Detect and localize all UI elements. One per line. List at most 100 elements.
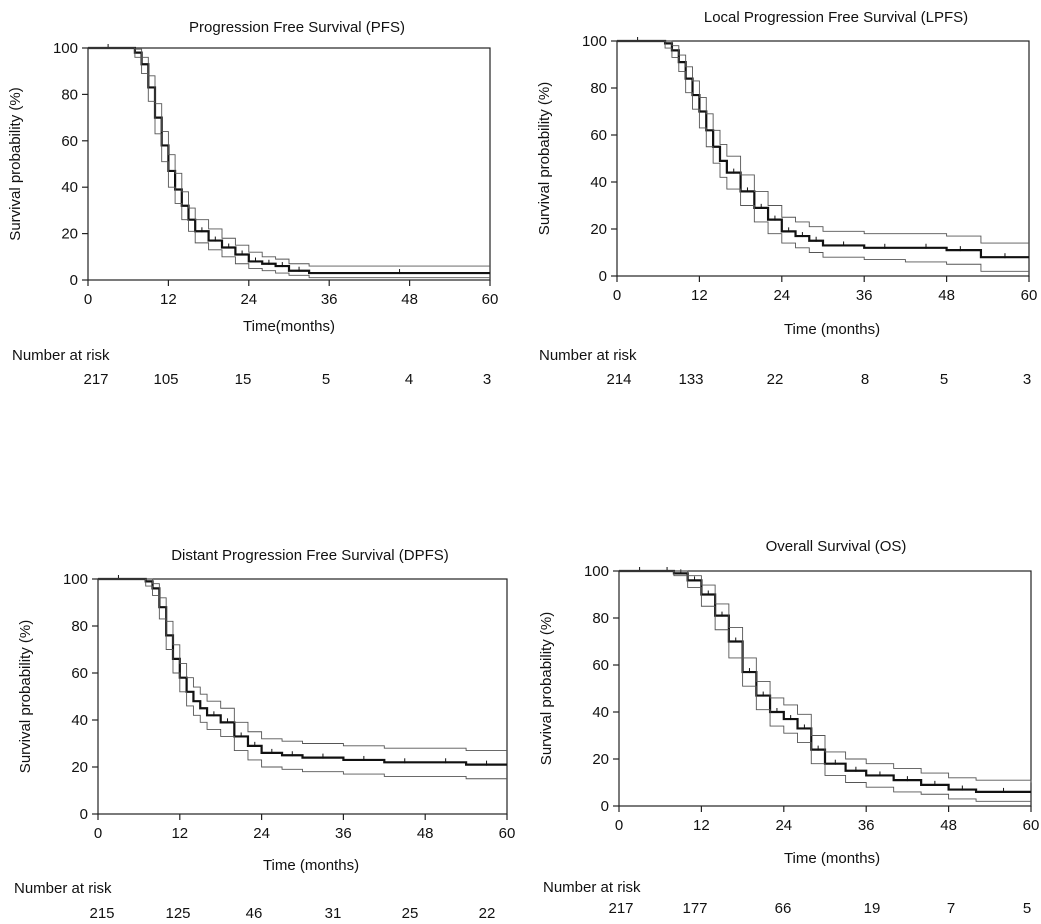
ci-upper-curve [617, 40, 1029, 244]
number-at-risk-label: Number at risk [12, 347, 110, 364]
chart-title: Local Progression Free Survival (LPFS) [704, 9, 968, 26]
x-axis-label: Time (months) [784, 321, 880, 338]
x-tick-label: 36 [858, 817, 875, 834]
number-at-risk-value: 8 [861, 371, 869, 388]
ci-lower-curve [619, 570, 1031, 802]
number-at-risk-value: 7 [947, 900, 955, 917]
plot-frame [97, 578, 508, 815]
number-at-risk-value: 133 [678, 371, 703, 388]
km-chart-os: Overall Survival (OS) 0 20 40 60 80 100 0 12 24 36… [538, 538, 1040, 917]
y-tick-label: 40 [590, 174, 607, 191]
y-axis-label: Survival probability (%) [538, 612, 555, 765]
x-tick-label: 12 [691, 287, 708, 304]
number-at-risk-value: 3 [483, 371, 491, 388]
number-at-risk-value: 125 [165, 905, 190, 922]
number-at-risk-value: 4 [405, 371, 413, 388]
y-tick-label: 80 [592, 610, 609, 627]
x-tick-label: 48 [938, 287, 955, 304]
y-tick-label: 40 [61, 179, 78, 196]
number-at-risk-value: 177 [682, 900, 707, 917]
y-tick-label: 60 [61, 133, 78, 150]
number-at-risk-value: 105 [153, 371, 178, 388]
x-tick-label: 0 [613, 287, 621, 304]
x-tick-label: 24 [773, 287, 790, 304]
number-at-risk-value: 5 [940, 371, 948, 388]
y-tick-label: 60 [590, 127, 607, 144]
number-at-risk-value: 22 [767, 371, 784, 388]
x-axis-label: Time (months) [784, 850, 880, 867]
y-tick-label: 20 [590, 221, 607, 238]
number-at-risk-value: 215 [89, 905, 114, 922]
plot-frame [87, 47, 491, 281]
x-tick-label: 60 [1023, 817, 1040, 834]
survival-curve [619, 569, 1031, 793]
x-tick-label: 12 [171, 825, 188, 842]
y-tick-label: 20 [592, 751, 609, 768]
ci-upper-curve [619, 570, 1032, 783]
panel-dpfs: Distant Progression Free Survival (DPFS)… [0, 462, 520, 924]
x-tick-label: 0 [94, 825, 102, 842]
number-at-risk-label: Number at risk [539, 347, 637, 364]
number-at-risk-label: Number at risk [14, 880, 112, 897]
chart-title: Overall Survival (OS) [766, 538, 907, 555]
x-tick-label: 24 [253, 825, 270, 842]
y-tick-label: 100 [53, 40, 78, 57]
x-tick-label: 60 [482, 291, 499, 308]
ci-lower-curve [98, 578, 507, 780]
y-tick-label: 80 [71, 618, 88, 635]
x-axis-label: Time(months) [243, 318, 335, 335]
plot-frame [616, 40, 1030, 277]
plot-frame [618, 570, 1032, 807]
number-at-risk-value: 217 [83, 371, 108, 388]
number-at-risk-value: 31 [325, 905, 342, 922]
y-tick-label: 100 [63, 571, 88, 588]
y-tick-label: 0 [601, 798, 609, 815]
y-tick-label: 100 [584, 563, 609, 580]
y-tick-label: 20 [71, 759, 88, 776]
x-tick-label: 48 [417, 825, 434, 842]
y-tick-label: 0 [80, 806, 88, 823]
y-tick-label: 80 [61, 86, 78, 103]
x-tick-label: 12 [160, 291, 177, 308]
x-tick-label: 24 [775, 817, 792, 834]
y-axis-label: Survival probability (%) [536, 82, 553, 235]
number-at-risk-value: 5 [1023, 900, 1031, 917]
x-tick-label: 0 [615, 817, 623, 834]
number-at-risk-value: 217 [608, 900, 633, 917]
number-at-risk-value: 25 [402, 905, 419, 922]
panel-pfs: Progression Free Survival (PFS) 0 20 40 60 80… [0, 0, 520, 462]
y-tick-label: 0 [599, 268, 607, 285]
x-axis-label: Time (months) [263, 857, 359, 874]
x-tick-label: 48 [401, 291, 418, 308]
x-tick-label: 60 [1021, 287, 1038, 304]
x-tick-label: 36 [335, 825, 352, 842]
number-at-risk-value: 5 [322, 371, 330, 388]
km-chart-pfs: Progression Free Survival (PFS)020406080… [7, 19, 499, 388]
y-tick-label: 0 [70, 272, 78, 289]
number-at-risk-label: Number at risk [543, 879, 641, 896]
ci-lower-curve [617, 40, 1029, 272]
km-chart-lpfs: Local Progression Free Survival (LPFS) 0 2… [536, 9, 1038, 388]
y-tick-label: 100 [582, 33, 607, 50]
chart-title: Distant Progression Free Survival (DPFS) [171, 547, 449, 564]
y-tick-label: 60 [71, 665, 88, 682]
x-tick-label: 36 [321, 291, 338, 308]
number-at-risk-value: 66 [775, 900, 792, 917]
km-chart-dpfs: Distant Progression Free Survival (DPFS)… [14, 547, 516, 922]
x-tick-label: 60 [499, 825, 516, 842]
ci-upper-curve [88, 47, 490, 267]
chart-title: Progression Free Survival (PFS) [189, 19, 405, 36]
number-at-risk-value: 19 [864, 900, 881, 917]
y-tick-label: 40 [71, 712, 88, 729]
y-tick-label: 40 [592, 704, 609, 721]
x-tick-label: 0 [84, 291, 92, 308]
panel-os: Overall Survival (OS) 0 20 40 60 80 100 0 12 24 36… [521, 462, 1041, 924]
number-at-risk-value: 22 [479, 905, 496, 922]
survival-curve [617, 39, 1029, 259]
number-at-risk-value: 15 [235, 371, 252, 388]
y-axis-label: Survival probability (%) [7, 87, 24, 240]
panel-lpfs: Local Progression Free Survival (LPFS) 0 2… [521, 0, 1041, 462]
y-tick-label: 80 [590, 80, 607, 97]
x-tick-label: 24 [240, 291, 257, 308]
y-tick-label: 60 [592, 657, 609, 674]
